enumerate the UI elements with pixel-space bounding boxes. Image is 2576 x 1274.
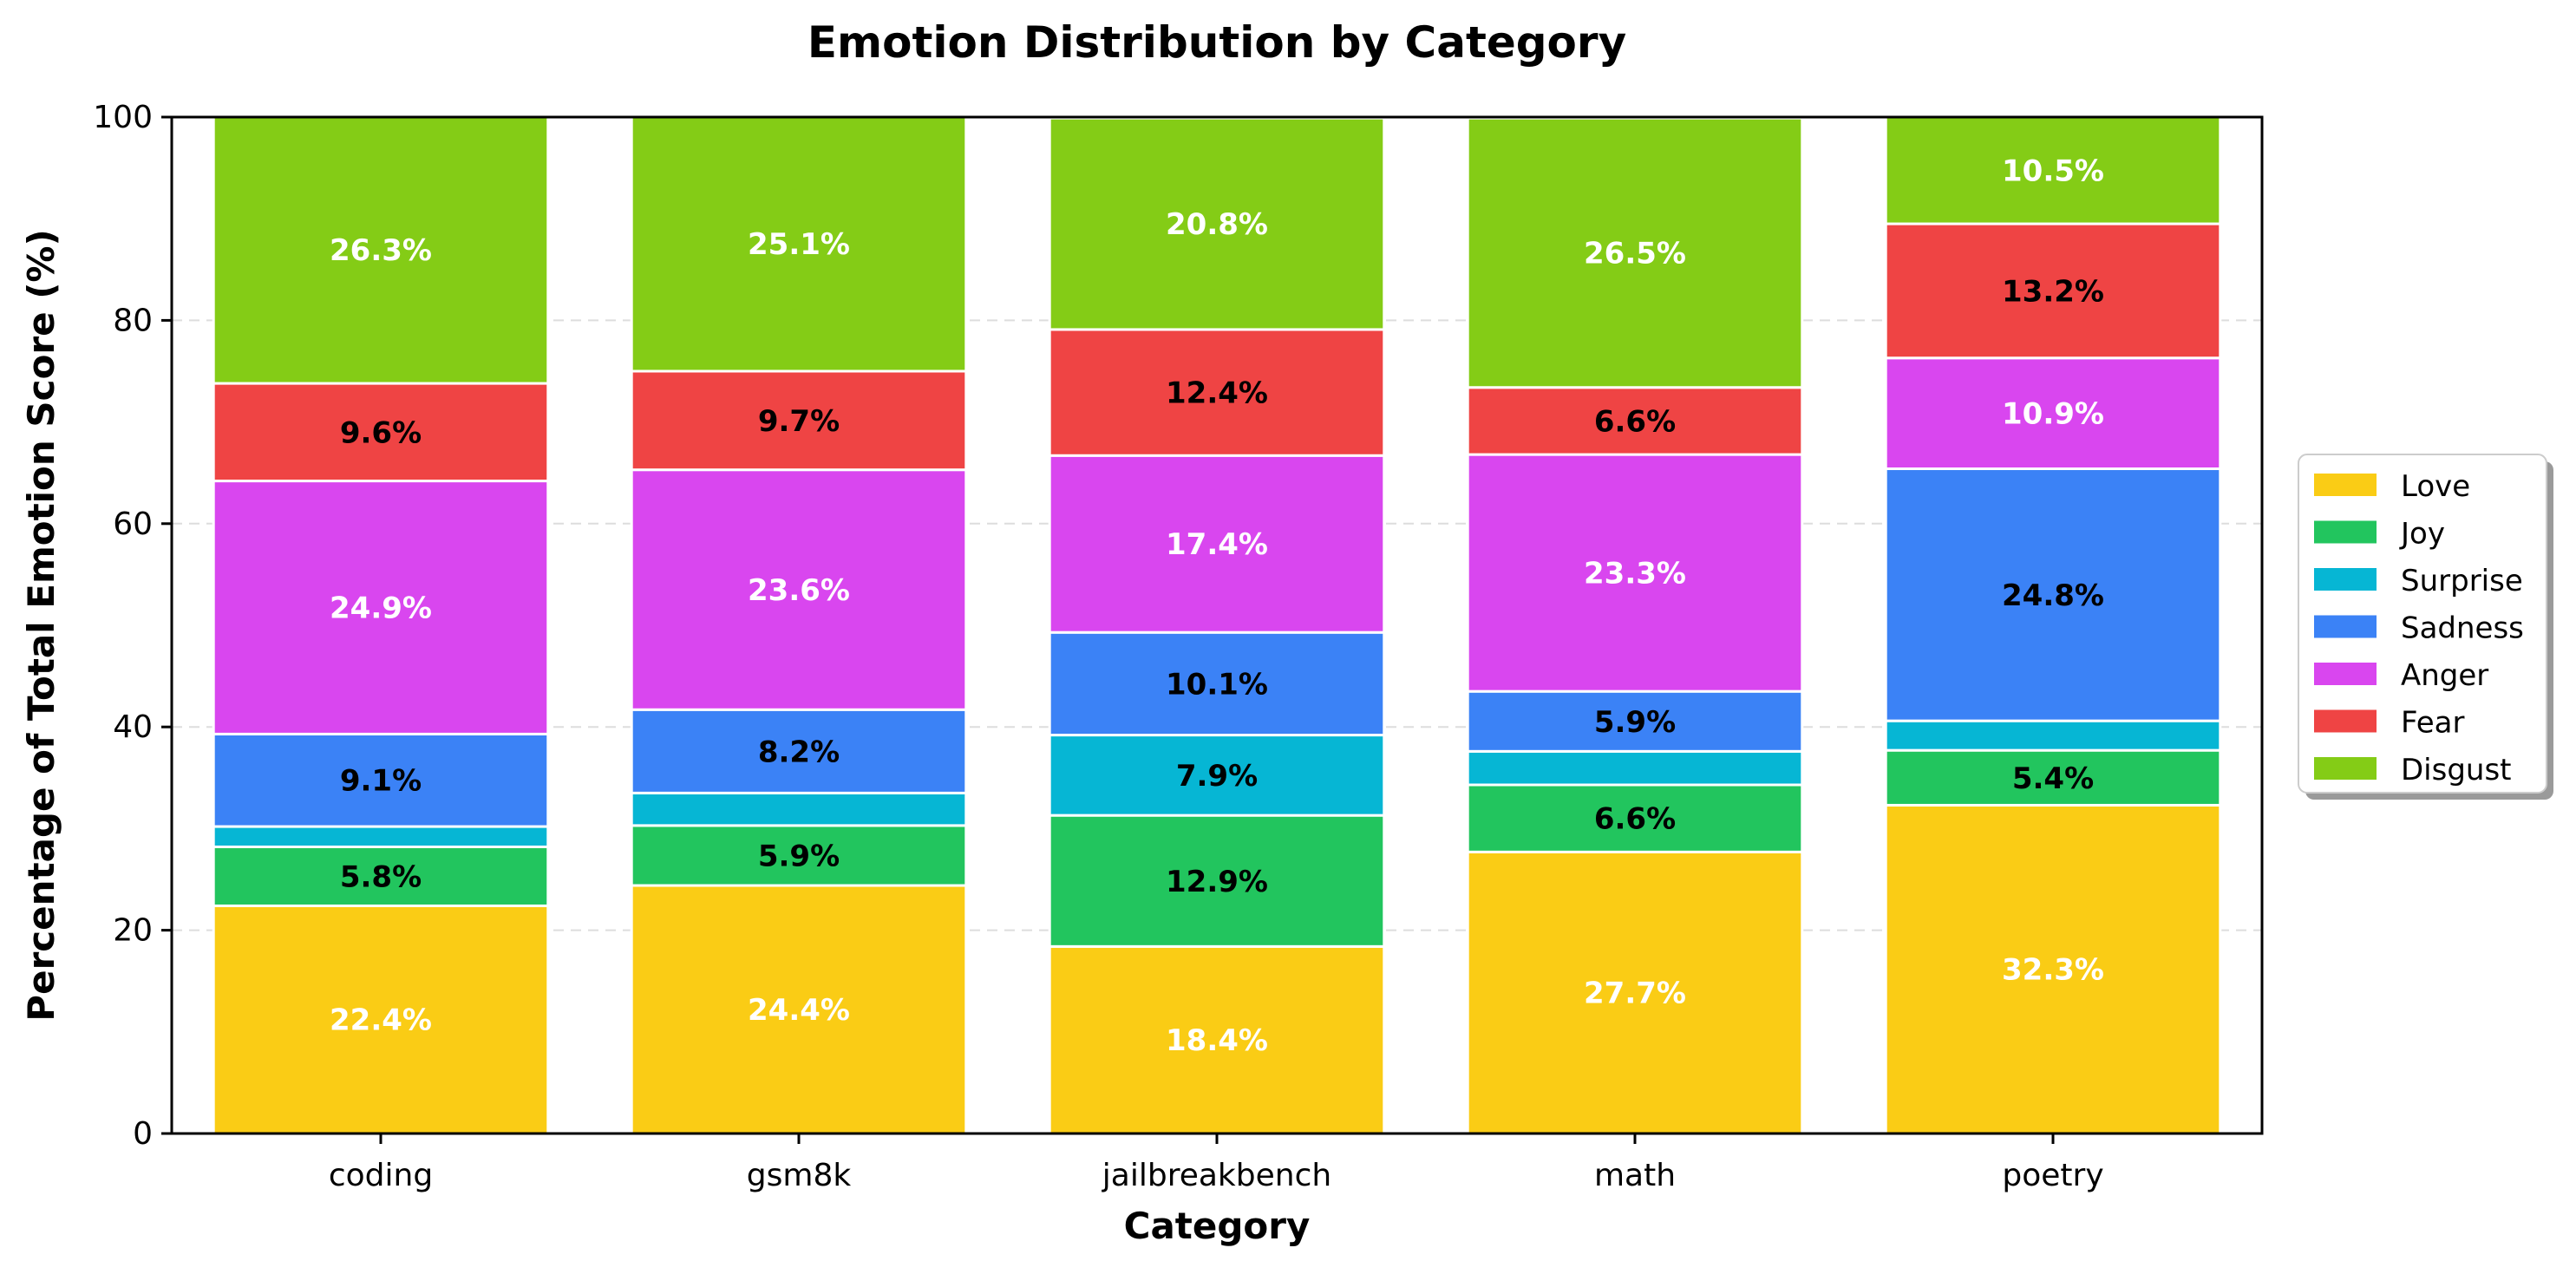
x-tick-label: math xyxy=(1594,1158,1676,1193)
data-label-sadness-jailbreakbench: 10.1% xyxy=(1166,667,1268,702)
legend-swatch-disgust xyxy=(2314,757,2377,780)
bar-love-coding xyxy=(212,904,550,1135)
chart-title: Emotion Distribution by Category xyxy=(807,17,1626,68)
data-label-sadness-coding: 9.1% xyxy=(340,764,422,799)
x-axis-title: Category xyxy=(1124,1205,1311,1247)
legend-label-anger: Anger xyxy=(2401,658,2488,693)
data-label-anger-jailbreakbench: 17.4% xyxy=(1166,527,1268,562)
data-label-joy-coding: 5.8% xyxy=(340,859,422,894)
y-tick-label: 60 xyxy=(113,506,153,542)
data-label-anger-coding: 24.9% xyxy=(330,591,432,625)
legend-label-surprise: Surprise xyxy=(2401,564,2523,598)
data-label-joy-poetry: 5.4% xyxy=(2012,761,2094,796)
y-axis-title: Percentage of Total Emotion Score (%) xyxy=(20,229,62,1021)
bar-anger-jailbreakbench xyxy=(1048,454,1386,634)
legend: Love Joy Surprise Sadness Anger Fear Disgust xyxy=(2298,454,2553,800)
x-tick-label: gsm8k xyxy=(747,1158,852,1193)
legend-swatch-sadness xyxy=(2314,615,2377,638)
y-tick-label: 100 xyxy=(93,100,153,135)
y-tick-label: 0 xyxy=(133,1116,153,1152)
data-label-fear-poetry: 13.2% xyxy=(2002,274,2104,309)
data-label-sadness-gsm8k: 8.2% xyxy=(758,735,840,769)
bar-joy-math xyxy=(1466,783,1804,853)
bar-fear-math xyxy=(1466,386,1804,456)
bar-love-gsm8k xyxy=(630,884,968,1135)
data-label-sadness-math: 5.9% xyxy=(1594,705,1676,740)
data-label-fear-math: 6.6% xyxy=(1594,404,1676,439)
legend-swatch-fear xyxy=(2314,709,2377,733)
data-label-sadness-poetry: 24.8% xyxy=(2002,578,2104,613)
bar-disgust-math xyxy=(1466,116,1804,389)
legend-label-love: Love xyxy=(2401,469,2470,504)
bar-sadness-poetry xyxy=(1884,467,2222,722)
bar-surprise-jailbreakbench xyxy=(1048,734,1386,817)
bar-fear-jailbreakbench xyxy=(1048,328,1386,457)
data-label-disgust-math: 26.5% xyxy=(1584,236,1686,271)
bar-sadness-jailbreakbench xyxy=(1048,630,1386,737)
bar-sadness-math xyxy=(1466,689,1804,753)
data-label-fear-coding: 9.6% xyxy=(340,415,422,450)
legend-label-disgust: Disgust xyxy=(2401,753,2512,787)
data-label-disgust-jailbreakbench: 20.8% xyxy=(1166,207,1268,242)
data-label-fear-gsm8k: 9.7% xyxy=(758,404,840,439)
data-label-disgust-coding: 26.3% xyxy=(330,233,432,268)
data-label-joy-jailbreakbench: 12.9% xyxy=(1166,865,1268,899)
data-label-disgust-poetry: 10.5% xyxy=(2002,154,2104,189)
data-label-love-poetry: 32.3% xyxy=(2002,953,2104,988)
bar-disgust-gsm8k xyxy=(630,114,968,373)
legend-swatch-surprise xyxy=(2314,568,2377,591)
bar-fear-coding xyxy=(212,382,550,483)
legend-swatch-anger xyxy=(2314,663,2377,685)
data-label-anger-gsm8k: 23.6% xyxy=(748,573,850,608)
data-label-love-math: 27.7% xyxy=(1584,977,1686,1011)
legend-swatch-love xyxy=(2314,474,2377,496)
bar-surprise-gsm8k xyxy=(630,791,968,827)
bar-joy-coding xyxy=(212,845,550,907)
y-tick-label: 40 xyxy=(113,709,153,745)
bar-love-math xyxy=(1466,850,1804,1135)
legend-swatch-joy xyxy=(2314,520,2377,544)
bar-surprise-math xyxy=(1466,749,1804,787)
x-tick-label: jailbreakbench xyxy=(1102,1158,1331,1193)
x-tick-label: poetry xyxy=(2002,1158,2103,1193)
axes: 0 20 40 60 80 100 coding gsm8k jailbreakbench mat… xyxy=(93,100,2103,1193)
data-label-disgust-gsm8k: 25.1% xyxy=(748,227,850,262)
bar-fear-poetry xyxy=(1884,222,2222,360)
bar-anger-coding xyxy=(212,480,550,735)
data-label-love-jailbreakbench: 18.4% xyxy=(1166,1023,1268,1058)
bar-joy-poetry xyxy=(1884,748,2222,807)
data-label-love-gsm8k: 24.4% xyxy=(748,993,850,1028)
data-label-joy-gsm8k: 5.9% xyxy=(758,839,840,873)
bars: 22.4% 5.8% 9.1% 24.9% 9.6% 26.3% 24.4% 5.9% 8.2%… xyxy=(212,114,2222,1135)
data-label-surprise-jailbreakbench: 7.9% xyxy=(1176,759,1258,794)
bar-fear-gsm8k xyxy=(630,369,968,472)
y-tick-label: 80 xyxy=(113,303,153,338)
bar-joy-gsm8k xyxy=(630,824,968,887)
data-label-fear-jailbreakbench: 12.4% xyxy=(1166,376,1268,411)
data-label-anger-poetry: 10.9% xyxy=(2002,397,2104,432)
legend-label-fear: Fear xyxy=(2401,706,2464,741)
bar-surprise-coding xyxy=(212,825,550,848)
x-tick-label: coding xyxy=(329,1158,433,1193)
data-label-joy-math: 6.6% xyxy=(1594,802,1676,837)
bar-sadness-gsm8k xyxy=(630,708,968,794)
legend-label-joy: Joy xyxy=(2399,517,2445,552)
bar-disgust-jailbreakbench xyxy=(1048,116,1386,331)
bar-surprise-poetry xyxy=(1884,719,2222,752)
data-label-love-coding: 22.4% xyxy=(330,1003,432,1038)
y-tick-label: 20 xyxy=(113,913,153,949)
legend-label-sadness: Sadness xyxy=(2401,611,2524,646)
bar-love-poetry xyxy=(1884,803,2222,1135)
bar-disgust-coding xyxy=(212,114,550,385)
data-label-anger-math: 23.3% xyxy=(1584,557,1686,591)
